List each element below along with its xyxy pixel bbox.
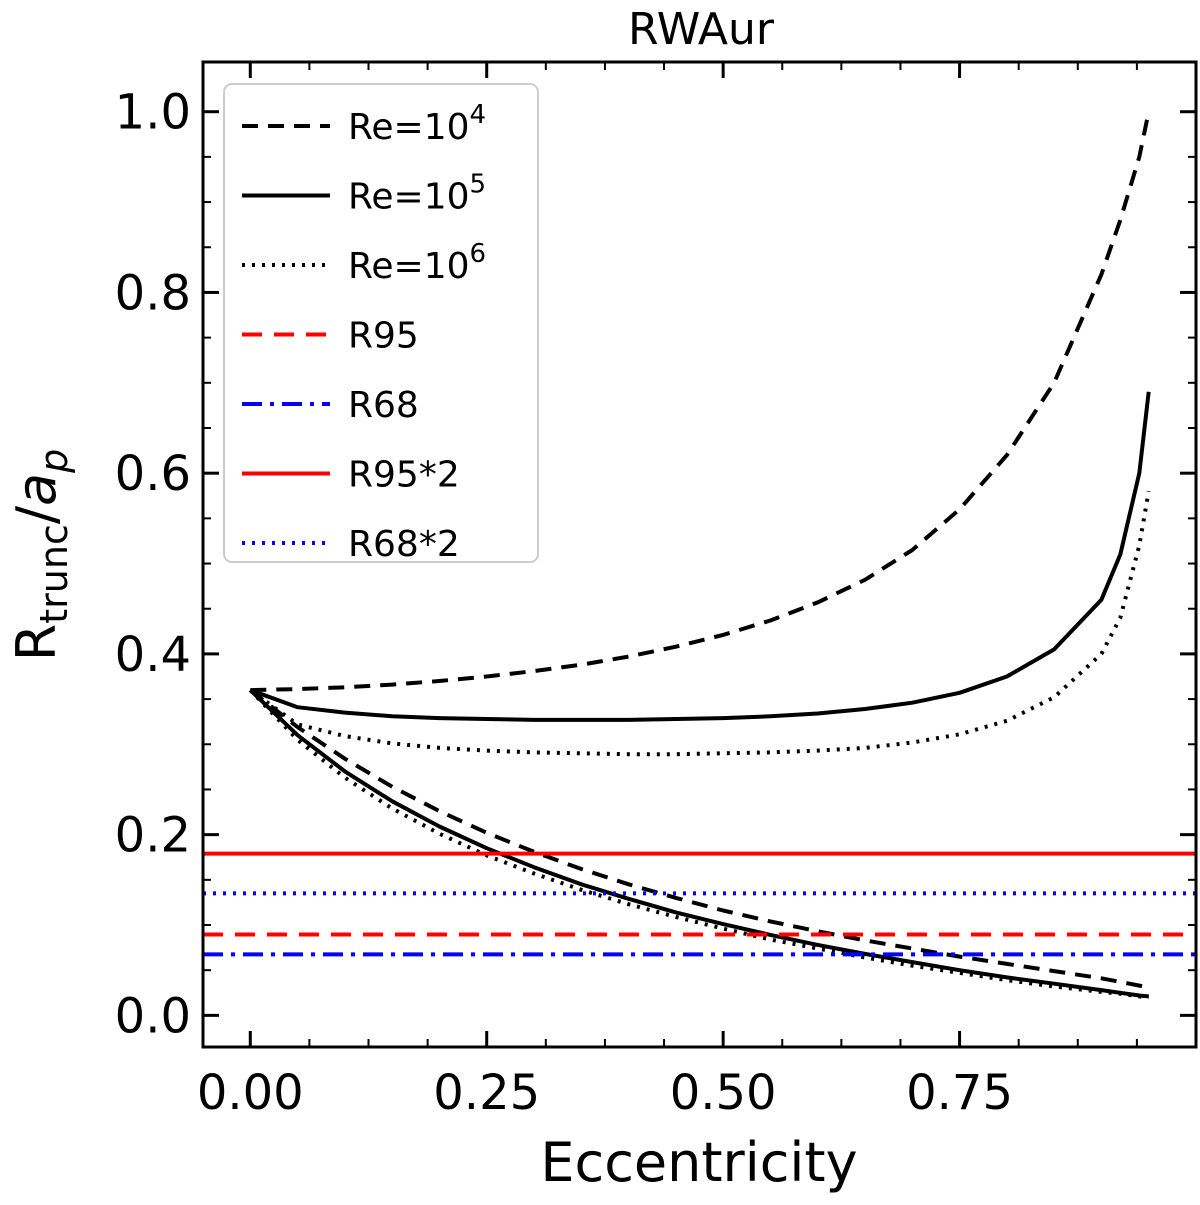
legend-label-re-10: Re=106 (348, 239, 486, 287)
axis-ticks: 0.00 0.25 0.50 0.75 0.0 0.2 0.4 0.6 0.8 1.0 (115, 62, 1196, 1121)
y-axis-label-sep: / (5, 505, 68, 524)
y-tick-label: 1.0 (115, 85, 191, 141)
y-axis-label-sub: trunc (32, 524, 76, 624)
series-line-re-10-lower (249, 688, 1150, 990)
legend-label-r95: R95 (348, 316, 419, 357)
x-axis-label: Eccentricity (540, 1131, 857, 1194)
plot-frame (201, 60, 1198, 1049)
y-tick-label: 0.2 (115, 808, 191, 864)
y-axis-label-a-sub: p (32, 449, 76, 474)
legend-label-r68: R68 (348, 385, 419, 426)
y-axis-label: Rtrunc/ap (5, 449, 76, 662)
legend-label-re-10: Re=104 (348, 100, 486, 148)
y-axis-label-a: a (5, 473, 68, 506)
series-line-re-10-lower (248, 688, 1149, 999)
x-tick-label: 0.00 (197, 1065, 304, 1121)
legend-label-r95-2: R95*2 (348, 455, 460, 496)
series-line-re-10-lower (248, 688, 1149, 1000)
x-tick-label: 0.50 (670, 1065, 777, 1121)
legend-label-re-10: Re=105 (348, 170, 486, 218)
legend-label-r68-2: R68*2 (348, 524, 460, 565)
y-axis-label-main: R (5, 624, 68, 662)
legend: Re=104 Re=105 Re=106 R95 R68 R95*2 R68*2 (223, 83, 539, 565)
series-line-re-10-upper (249, 391, 1151, 722)
plot-lines (203, 111, 1196, 1000)
series-line-re-10-upper (250, 111, 1151, 693)
y-tick-label: 0.6 (115, 446, 191, 502)
y-tick-label: 0.4 (115, 627, 191, 683)
chart-title: RWAur (628, 4, 775, 55)
legend-box (223, 83, 539, 563)
y-tick-label: 0.0 (115, 988, 191, 1044)
y-tick-label: 0.8 (115, 265, 191, 321)
x-tick-label: 0.75 (906, 1065, 1013, 1121)
svg-text:Rtrunc/ap: Rtrunc/ap (5, 449, 76, 662)
x-tick-label: 0.25 (433, 1065, 540, 1121)
